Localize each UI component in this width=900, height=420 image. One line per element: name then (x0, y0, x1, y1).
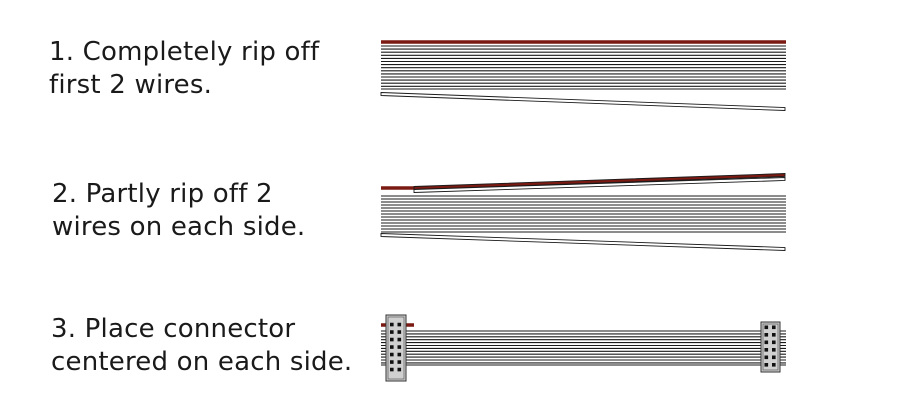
step-3-instruction: 3. Place connector centered on each side… (51, 314, 353, 377)
step-3-ribbon-cable (381, 314, 786, 382)
connector-pin (772, 355, 776, 360)
connector-pin (390, 352, 394, 357)
connector-frame (762, 323, 779, 371)
peeled-wire (413, 177, 786, 193)
connector-pin (397, 345, 402, 349)
connector-pin (397, 330, 402, 334)
connector-pin (764, 348, 769, 352)
step-2-instruction: 2. Partly rip off 2 wires on each side. (52, 179, 306, 242)
removed-wire (380, 92, 786, 111)
connector-pin (390, 322, 394, 327)
connector-pin (764, 325, 769, 330)
left-idc-connector (385, 314, 407, 382)
connector-pin (772, 333, 776, 337)
peeled-marker-wire (413, 173, 786, 190)
connector-pin (390, 337, 394, 342)
connector-pin (397, 352, 402, 357)
connector-pin (772, 340, 776, 345)
connector-pin (390, 367, 394, 372)
connector-pin (397, 360, 402, 364)
connector-pin (390, 330, 394, 334)
connector-pin (390, 345, 394, 349)
connector-pin (772, 348, 776, 352)
connector-pin (390, 360, 394, 364)
connector-pin (764, 363, 769, 367)
connector-pin (772, 325, 776, 330)
connector-pin (764, 333, 769, 337)
connector-pin (397, 322, 402, 327)
connector-pin (772, 363, 776, 367)
step-1-instruction: 1. Completely rip off first 2 wires. (49, 37, 320, 100)
step-1-ribbon-cable (380, 40, 786, 111)
connector-pin (764, 340, 769, 345)
connector-frame (387, 316, 405, 380)
connector-body (385, 314, 407, 382)
connector-body (760, 321, 781, 373)
connector-pin (397, 337, 402, 342)
step-2-ribbon-cable (380, 173, 786, 251)
connector-pin (764, 355, 769, 360)
peeled-wire (380, 233, 786, 251)
right-idc-connector (760, 321, 781, 373)
connector-pin (397, 367, 402, 372)
